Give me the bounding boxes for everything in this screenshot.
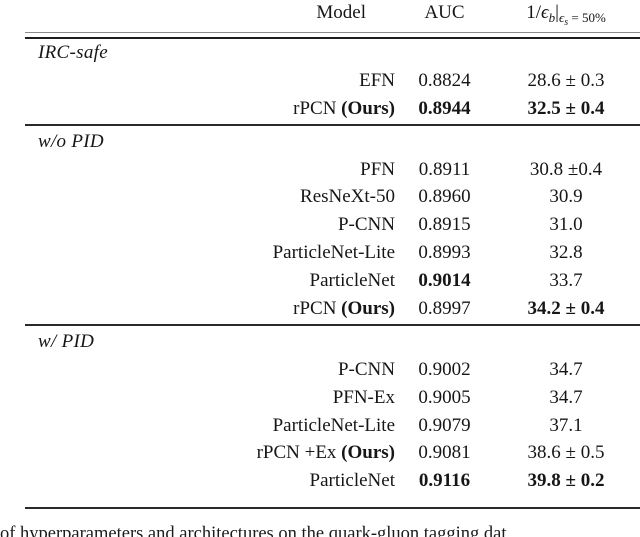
- auc-value: 0.9014: [418, 270, 471, 292]
- model-name: ParticleNet: [309, 470, 395, 492]
- auc-value: 0.8824: [418, 69, 471, 91]
- model-cell: ResNeXt-50: [0, 186, 397, 208]
- model-name: PFN-Ex: [332, 386, 395, 408]
- metric-value: 30.8 ±0.4: [529, 158, 603, 180]
- section-header-row: IRC-safe: [0, 39, 640, 67]
- model-name: P-CNN: [337, 358, 395, 380]
- section-header-cell: w/ PID: [0, 331, 640, 353]
- caption-clipped-text: of hyperparameters and architectures on …: [0, 524, 507, 537]
- section-label: w/ PID: [38, 330, 95, 352]
- table-row: P-CNN 0.9002 34.7: [0, 356, 640, 384]
- metric-bar: |: [555, 2, 559, 23]
- auc-value: 0.8915: [418, 214, 471, 236]
- model-ours-label: (Ours): [341, 442, 395, 464]
- section-divider-rule: [25, 123, 640, 126]
- model-name: PFN: [360, 158, 395, 180]
- model-cell: rPCN (Ours): [0, 298, 397, 320]
- header-model: Model: [316, 2, 366, 23]
- auc-value: 0.8944: [418, 97, 471, 119]
- metric-value: 28.6 ± 0.3: [527, 69, 605, 91]
- section-label: IRC-safe: [38, 41, 108, 63]
- metric-epsilon-b: ϵ: [540, 2, 549, 23]
- auc-value: 0.9079: [418, 414, 471, 436]
- table-body: IRC-safe EFN 0.8824 28.6 ± 0.3 rPCN (Our…: [0, 39, 640, 495]
- model-name: ParticleNet-Lite: [272, 242, 395, 264]
- model-cell: EFN: [0, 70, 397, 92]
- metric-value: 30.9: [549, 186, 583, 208]
- model-name: EFN: [359, 69, 395, 91]
- section-header-row: w/ PID: [0, 328, 640, 356]
- model-name: ResNeXt-50: [300, 186, 395, 208]
- model-cell: P-CNN: [0, 214, 397, 236]
- section-header-row: w/o PID: [0, 128, 640, 156]
- table-row: rPCN +Ex (Ours) 0.9081 38.6 ± 0.5: [0, 439, 640, 467]
- metric-value: 39.8 ± 0.2: [527, 470, 605, 492]
- table-row: ParticleNet-Lite 0.9079 37.1: [0, 412, 640, 440]
- model-cell: ParticleNet-Lite: [0, 242, 397, 264]
- section-header-cell: w/o PID: [0, 131, 640, 153]
- model-name: P-CNN: [337, 214, 395, 236]
- model-cell: ParticleNet-Lite: [0, 415, 397, 437]
- model-cell: PFN: [0, 159, 397, 181]
- metric-prefix: 1/: [526, 2, 541, 23]
- table-row: ResNeXt-50 0.8960 30.9: [0, 183, 640, 211]
- section-label: w/o PID: [38, 130, 104, 152]
- metric-value: 32.8: [549, 242, 583, 264]
- section-header-cell: IRC-safe: [0, 42, 640, 64]
- header-auc: AUC: [424, 2, 465, 23]
- auc-value: 0.9002: [418, 358, 471, 380]
- auc-value: 0.9081: [418, 442, 471, 464]
- metric-value: 32.5 ± 0.4: [527, 97, 605, 119]
- metric-value: 34.2 ± 0.4: [527, 297, 605, 319]
- model-name: rPCN +Ex: [256, 442, 342, 464]
- metric-value: 33.7: [549, 270, 583, 292]
- metric-value: 31.0: [549, 214, 583, 236]
- model-cell: rPCN +Ex (Ours): [0, 442, 397, 464]
- table-row: ParticleNet 0.9116 39.8 ± 0.2: [0, 467, 640, 495]
- metric-epsilon-s: ϵ: [558, 10, 565, 25]
- table-bottom-rule: [25, 507, 640, 510]
- auc-value: 0.8911: [418, 158, 471, 180]
- metric-value: 38.6 ± 0.5: [527, 442, 605, 464]
- model-cell: ParticleNet: [0, 270, 397, 292]
- model-name: ParticleNet: [309, 270, 395, 292]
- metric-sub-s: s: [564, 17, 569, 28]
- metric-equals-50: = 50%: [568, 10, 606, 25]
- table-row: rPCN (Ours) 0.8997 34.2 ± 0.4: [0, 295, 640, 323]
- table-row: P-CNN 0.8915 31.0: [0, 211, 640, 239]
- benchmark-table: Model AUC 1/ϵb|ϵs = 50% IRC-safe EFN 0.8…: [0, 0, 640, 510]
- section-divider-rule: [25, 323, 640, 326]
- auc-value: 0.9116: [418, 470, 471, 492]
- table-row: rPCN (Ours) 0.8944 32.5 ± 0.4: [0, 95, 640, 123]
- table-row: PFN 0.8911 30.8 ±0.4: [0, 156, 640, 184]
- table-row: ParticleNet-Lite 0.8993 32.8: [0, 239, 640, 267]
- table-row: ParticleNet 0.9014 33.7: [0, 267, 640, 295]
- table-row: EFN 0.8824 28.6 ± 0.3: [0, 67, 640, 95]
- table-header-row: Model AUC 1/ϵb|ϵs = 50%: [0, 0, 640, 31]
- table-row: PFN-Ex 0.9005 34.7: [0, 384, 640, 412]
- metric-value: 37.1: [549, 414, 583, 436]
- model-cell: rPCN (Ours): [0, 98, 397, 120]
- model-ours-label: (Ours): [341, 97, 395, 119]
- model-cell: ParticleNet: [0, 470, 397, 492]
- model-cell: P-CNN: [0, 359, 397, 381]
- model-name: rPCN: [293, 297, 342, 319]
- metric-value: 34.7: [549, 358, 583, 380]
- metric-sub-b: b: [548, 10, 556, 25]
- metric-value: 34.7: [549, 386, 583, 408]
- header-double-rule: [25, 32, 640, 39]
- model-name: ParticleNet-Lite: [272, 414, 395, 436]
- model-name: rPCN: [293, 97, 342, 119]
- auc-value: 0.9005: [418, 386, 471, 408]
- auc-value: 0.8993: [418, 242, 471, 264]
- metric-condition: ϵs = 50%: [558, 10, 606, 28]
- model-ours-label: (Ours): [341, 297, 395, 319]
- model-cell: PFN-Ex: [0, 387, 397, 409]
- auc-value: 0.8997: [418, 297, 471, 319]
- header-metric: 1/ϵb|ϵs = 50%: [492, 2, 640, 28]
- auc-value: 0.8960: [418, 186, 471, 208]
